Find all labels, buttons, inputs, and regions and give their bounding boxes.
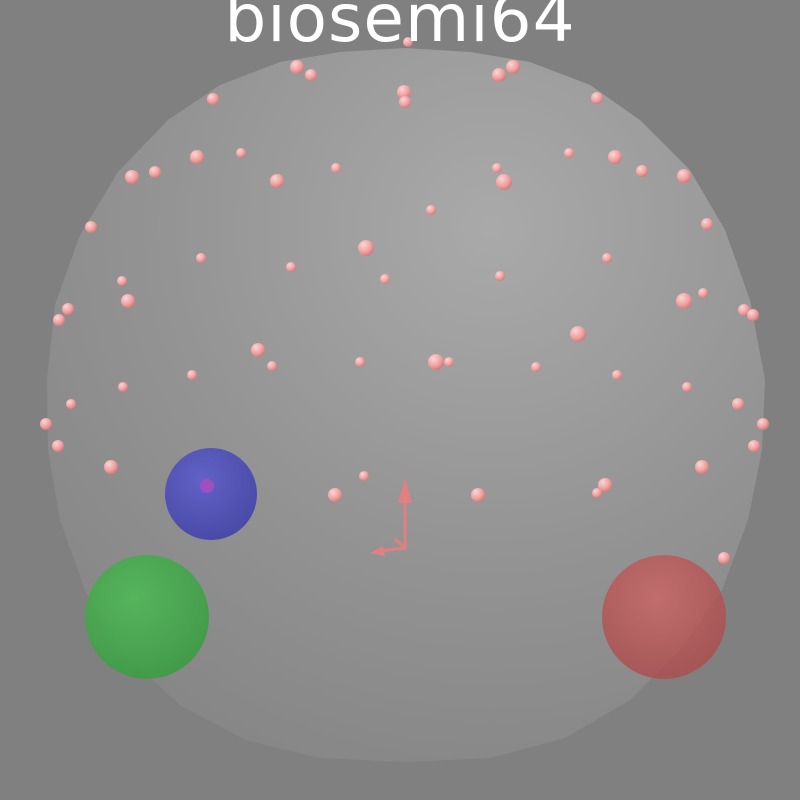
electrode-marker: [403, 37, 413, 47]
electrode-marker: [471, 488, 485, 502]
electrode-marker: [66, 399, 76, 409]
montage-title: biosemi64: [224, 0, 576, 57]
electrode-marker: [104, 460, 118, 474]
electrode-marker: [85, 221, 97, 233]
electrode-marker: [495, 271, 505, 281]
electrode-marker: [682, 382, 692, 392]
electrode-marker: [149, 166, 161, 178]
electrode-marker: [251, 343, 265, 357]
electrode-marker: [428, 354, 444, 370]
electrode-marker: [748, 440, 760, 452]
electrode-marker: [397, 85, 411, 99]
electrode-marker: [598, 478, 612, 492]
electrode-marker: [496, 174, 512, 190]
electrode-marker: [359, 471, 369, 481]
electrode-marker: [52, 440, 64, 452]
electrode-marker: [531, 362, 541, 372]
electrode-marker: [190, 150, 204, 164]
electrode-marker: [602, 253, 612, 263]
electrode-marker: [62, 303, 74, 315]
electrode-marker: [117, 276, 127, 286]
electrode-marker: [118, 382, 128, 392]
electrode-marker: [747, 309, 759, 321]
electrode-marker: [444, 357, 454, 367]
electrode-marker: [331, 163, 341, 173]
electrode-marker: [236, 148, 246, 158]
electrode-marker: [492, 68, 506, 82]
electrode-marker: [695, 460, 709, 474]
electrode-marker: [636, 165, 648, 177]
lpa-fiducial: [85, 555, 209, 679]
electrode-marker: [732, 398, 744, 410]
electrode-marker: [40, 418, 52, 430]
electrode-marker: [355, 357, 365, 367]
electrode-marker: [328, 488, 342, 502]
electrode-marker: [53, 314, 65, 326]
electrode-marker: [570, 326, 586, 342]
electrode-marker: [757, 418, 769, 430]
electrode-marker: [608, 150, 622, 164]
rpa-fiducial: [602, 555, 726, 679]
electrode-marker: [677, 169, 691, 183]
electrode-marker: [399, 96, 411, 108]
electrode-marker: [290, 60, 304, 74]
electrode-marker: [358, 240, 374, 256]
electrode-marker: [591, 92, 603, 104]
electrode-marker: [121, 294, 135, 308]
electrode-marker: [286, 262, 296, 272]
electrode-markers: [40, 37, 769, 564]
electrode-marker: [676, 293, 692, 309]
electrode-marker: [187, 370, 197, 380]
nasion-fiducial: [165, 448, 257, 540]
electrode-marker: [592, 488, 602, 498]
electrode-marker: [207, 93, 219, 105]
electrode-marker: [426, 205, 436, 215]
head-sphere: [47, 48, 765, 762]
xyz-axes-icon: [370, 478, 412, 556]
electrode-marker: [196, 253, 206, 263]
electrode-marker: [698, 288, 708, 298]
electrode-marker: [701, 218, 713, 230]
electrode-marker: [267, 361, 277, 371]
electrode-marker: [125, 170, 139, 184]
electrode-marker: [506, 60, 520, 74]
electrode-marker: [270, 174, 284, 188]
electrode-marker: [305, 69, 317, 81]
electrode-marker: [718, 552, 730, 564]
electrode-marker: [738, 304, 750, 316]
electrode-marker: [612, 370, 622, 380]
electrode-marker: [564, 148, 574, 158]
electrode-marker: [380, 274, 390, 284]
electrode-marker: [492, 163, 502, 173]
